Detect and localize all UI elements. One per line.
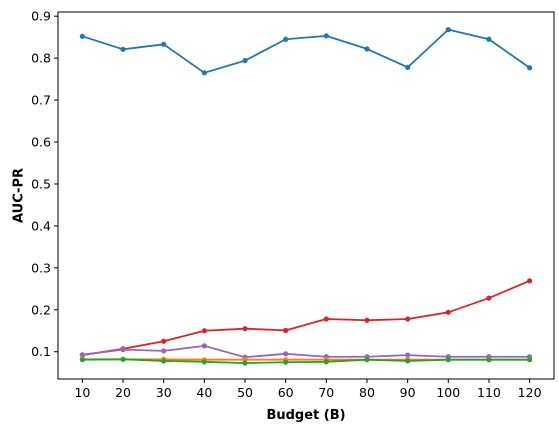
- series-3-point: [405, 352, 411, 358]
- series-2-point: [527, 278, 533, 284]
- series-1-point: [527, 65, 533, 71]
- x-tick-label: 40: [196, 385, 212, 400]
- series-2-point: [486, 295, 492, 301]
- series-line-1: [82, 28, 531, 74]
- y-tick-label: 0.9: [31, 9, 51, 24]
- x-tick-label: 20: [115, 385, 131, 400]
- y-tick-label: 0.8: [31, 51, 51, 66]
- series-5-point: [527, 357, 533, 363]
- series-1-point: [323, 33, 329, 39]
- series-line-2: [82, 280, 530, 356]
- series-5-point: [364, 357, 370, 363]
- x-tick-label: 10: [74, 385, 90, 400]
- x-tick-label: 110: [477, 385, 501, 400]
- y-tick-label: 0.2: [31, 302, 51, 317]
- y-tick-label: 0.7: [31, 93, 51, 108]
- y-tick-label: 0.4: [31, 218, 51, 233]
- plot-frame: [57, 11, 555, 380]
- series-1-point: [201, 70, 207, 76]
- series-1-point: [161, 41, 167, 47]
- series-3-point: [161, 348, 167, 354]
- series-5-point: [79, 357, 85, 363]
- series-5-point: [120, 356, 126, 362]
- x-tick-label: 60: [278, 385, 294, 400]
- series-1-point: [283, 36, 289, 42]
- series-1-point: [120, 46, 126, 52]
- series-2-point: [242, 326, 248, 332]
- y-tick-label: 0.5: [31, 176, 51, 191]
- y-tick-label: 0.3: [31, 260, 51, 275]
- x-tick-label: 50: [237, 385, 253, 400]
- series-5-point: [201, 359, 207, 365]
- series-5-point: [486, 357, 492, 363]
- series-line-3: [82, 344, 530, 359]
- y-axis-label: AUC-PR: [12, 168, 27, 223]
- series-5-point: [405, 358, 411, 364]
- x-tick-label: 90: [400, 385, 416, 400]
- series-5-point: [323, 359, 329, 365]
- series-3-point: [283, 351, 289, 357]
- series-3-point: [79, 352, 85, 358]
- series-1-point: [364, 46, 370, 52]
- series-1-point: [445, 27, 451, 33]
- series-3-point: [201, 343, 207, 349]
- series-5-point: [283, 359, 289, 365]
- x-tick-label: 100: [436, 385, 460, 400]
- series-line-5: [82, 358, 530, 364]
- y-tick-label: 0.6: [31, 135, 51, 150]
- x-tick-label: 70: [318, 385, 334, 400]
- x-tick-label: 120: [518, 385, 542, 400]
- series-2-point: [445, 309, 451, 315]
- y-tick-label: 0.1: [31, 344, 51, 359]
- series-2-point: [405, 316, 411, 322]
- series-1-point: [242, 58, 248, 64]
- series-1-point: [486, 36, 492, 42]
- series-2-point: [161, 338, 167, 344]
- x-axis-label: Budget (B): [266, 408, 345, 423]
- series-5-point: [242, 360, 248, 366]
- series-2-point: [364, 317, 370, 323]
- series-1-point: [79, 33, 85, 39]
- series-3-point: [120, 347, 126, 353]
- series-1-point: [405, 64, 411, 70]
- series-5-point: [161, 358, 167, 364]
- x-tick-label: 80: [359, 385, 375, 400]
- series-2-point: [323, 316, 329, 322]
- series-2-point: [201, 328, 207, 334]
- series-5-point: [445, 357, 451, 363]
- series-2-point: [283, 327, 289, 333]
- x-tick-label: 30: [156, 385, 172, 400]
